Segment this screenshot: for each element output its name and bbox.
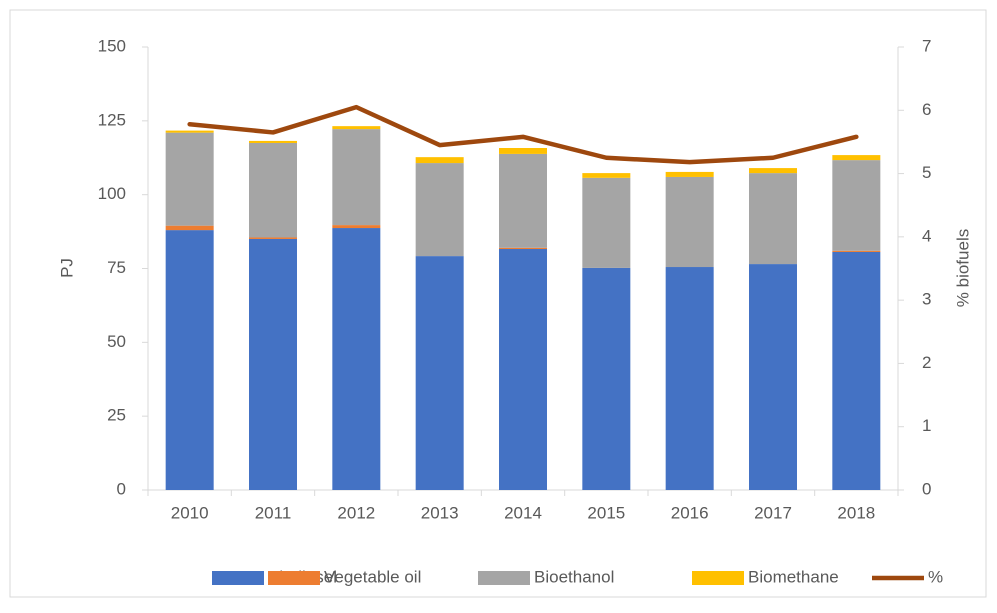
legend-swatch [478, 571, 530, 585]
bar-segment [249, 140, 297, 143]
y-tick-label: 100 [98, 184, 126, 203]
bar-segment [165, 225, 214, 231]
chart-border [9, 9, 987, 598]
bar-segment [832, 251, 881, 490]
bar-segment [665, 176, 714, 268]
bar-segment [499, 148, 547, 154]
y-tick-label: 50 [107, 332, 126, 351]
bar-segment [749, 173, 797, 265]
y2-tick-label: 4 [922, 226, 931, 245]
legend-swatch [268, 571, 320, 585]
bar-segment [582, 173, 631, 178]
legend-label: Bioethanol [534, 567, 614, 586]
bar-segment [749, 168, 797, 174]
y-tick-label: 25 [107, 406, 126, 425]
x-tick-label: 2016 [671, 503, 709, 522]
bar-segment [499, 249, 547, 490]
bar-segment [665, 267, 714, 490]
bar-segment [499, 153, 547, 248]
y2-tick-label: 1 [922, 416, 931, 435]
y-tick-label: 125 [98, 110, 126, 129]
y2-tick-label: 3 [922, 290, 931, 309]
x-tick-label: 2011 [255, 503, 292, 522]
legend-swatch [692, 571, 744, 585]
x-tick-label: 2017 [754, 503, 792, 522]
y2-axis-label: % biofuels [953, 229, 972, 307]
bar-segment [499, 247, 547, 250]
bar-segment [582, 267, 631, 490]
bar-segment [165, 130, 214, 133]
bar-segment [249, 142, 297, 238]
line-series [187, 104, 859, 165]
y-tick-label: 150 [98, 36, 126, 55]
bar-segment [332, 126, 381, 130]
bar-segment [332, 129, 381, 226]
y2-tick-label: 5 [922, 163, 931, 182]
bar-segment [332, 225, 381, 229]
y2-tick-label: 6 [922, 100, 931, 119]
bar-segment [249, 238, 297, 490]
y-tick-label: 75 [107, 258, 126, 277]
bar-segment [165, 230, 214, 490]
bar-segment [415, 157, 464, 164]
legend-label: Biomethane [748, 567, 839, 586]
x-tick-label: 2018 [837, 503, 875, 522]
bar-segment [165, 132, 214, 226]
x-tick-label: 2014 [504, 503, 542, 522]
bar-segment [749, 264, 797, 490]
bar-segment [415, 163, 464, 257]
bar-segment [832, 250, 881, 252]
legend-label: % [928, 567, 943, 586]
x-tick-label: 2013 [421, 503, 459, 522]
legend-swatch [212, 571, 264, 585]
bar-segment [832, 160, 881, 251]
y-axis-label: PJ [57, 258, 76, 278]
bar-segment [665, 171, 714, 177]
y2-tick-label: 0 [922, 479, 931, 498]
legend-label: Vegetable oil [324, 567, 421, 586]
bar-segment [832, 155, 881, 161]
x-tick-label: 2015 [587, 503, 625, 522]
y-tick-label: 0 [117, 479, 126, 498]
y2-tick-label: 2 [922, 353, 931, 372]
y2-tick-label: 7 [922, 36, 931, 55]
x-tick-label: 2012 [337, 503, 375, 522]
bar-segment [332, 228, 381, 490]
bar-segment [582, 177, 631, 268]
x-tick-label: 2010 [171, 503, 209, 522]
bar-segment [415, 256, 464, 490]
bar-segment [249, 237, 297, 239]
